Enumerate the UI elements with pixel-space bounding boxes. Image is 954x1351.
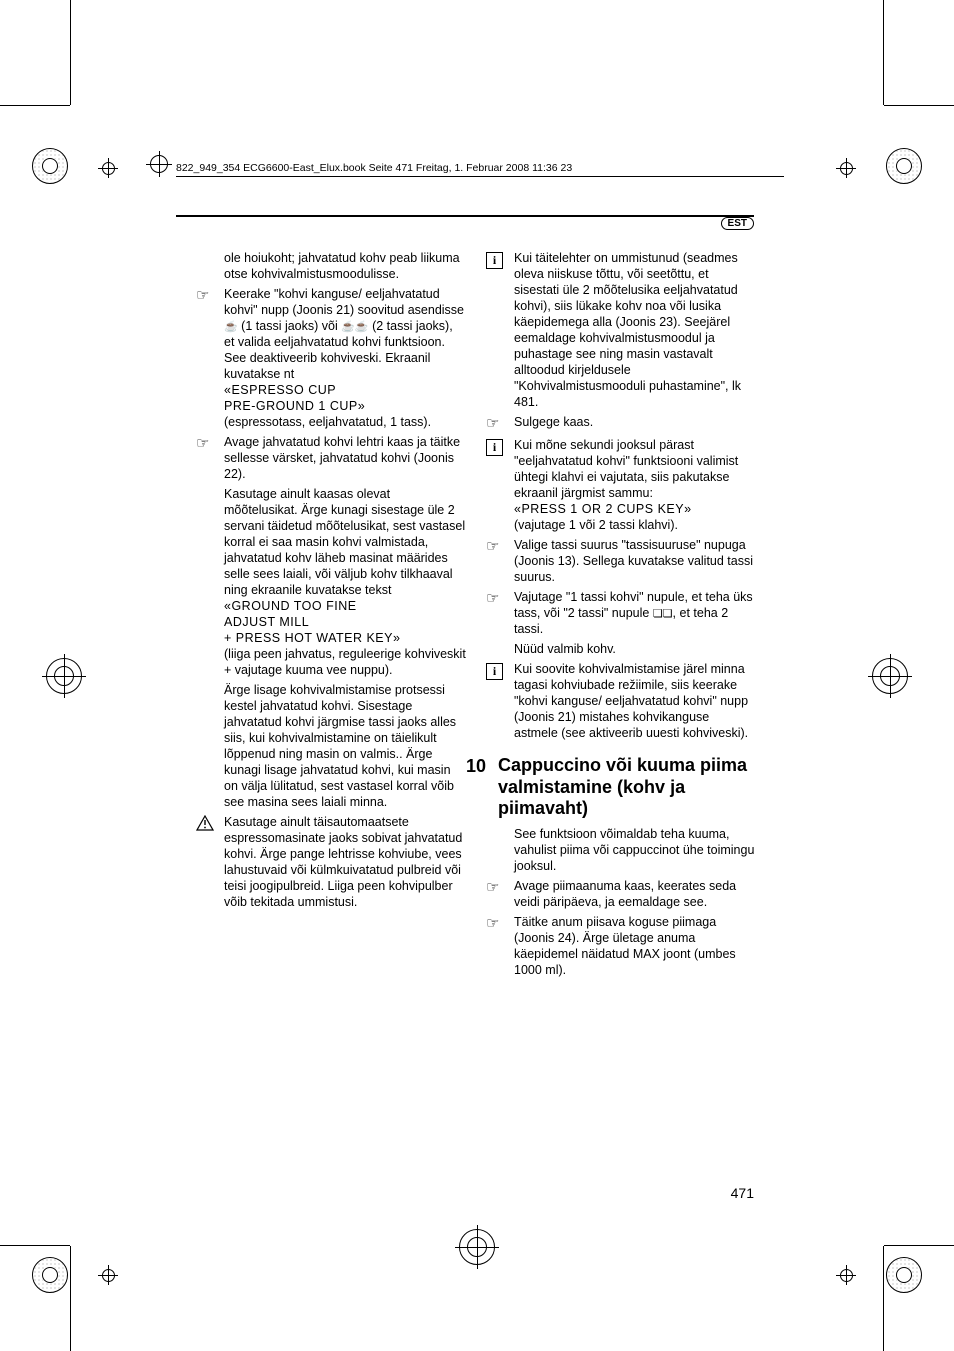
- body-text: Kasutage ainult täisautomaatsete espress…: [224, 814, 466, 910]
- crop-mark: [0, 105, 70, 106]
- body-text: Vajutage "1 tassi kohvi" nupule, et teha…: [514, 589, 756, 657]
- crop-mark: [70, 0, 71, 105]
- running-head: 822_949_354 ECG6600-East_Elux.book Seite…: [176, 162, 572, 174]
- body-text: Valige tassi suurus "tassisuuruse" nupug…: [514, 537, 756, 585]
- crop-mark: [883, 1246, 884, 1351]
- body-text: Kui mõne sekundi jooksul pärast "eeljahv…: [514, 437, 756, 533]
- registration-mark-small: [836, 158, 856, 178]
- body-text: Kasutage ainult kaasas olevat mõõtelusik…: [224, 486, 466, 678]
- right-column: i Kui täitelehter on ummistunud (seadmes…: [486, 250, 756, 982]
- language-badge: EST: [721, 217, 754, 230]
- section-heading: 10 Cappuccino või kuuma piima valmistami…: [486, 755, 756, 820]
- registration-mark-small: [98, 158, 118, 178]
- body-text: Avage jahvatatud kohvi lehtri kaas ja tä…: [224, 434, 466, 482]
- paragraph: i Kui mõne sekundi jooksul pärast "eelja…: [486, 437, 756, 533]
- registration-mark-small: [836, 1265, 856, 1285]
- crop-mark: [884, 1245, 954, 1246]
- header-ring-icon: [150, 155, 168, 173]
- info-icon: i: [486, 252, 503, 269]
- corner-target: [32, 1257, 68, 1293]
- content-columns: ole hoiukoht; jahvatatud kohv peab liiku…: [196, 250, 756, 982]
- paragraph: ☞ Avage piimaanuma kaas, keerates seda v…: [486, 878, 756, 910]
- body-text: Täitke anum piisava koguse piimaga (Joon…: [514, 914, 756, 978]
- header-rule: [176, 176, 784, 177]
- pointer-icon: ☞: [486, 590, 499, 607]
- crop-mark: [70, 1246, 71, 1351]
- top-rule: [176, 215, 754, 217]
- crop-mark: [0, 1245, 70, 1246]
- left-column: ole hoiukoht; jahvatatud kohv peab liiku…: [196, 250, 466, 982]
- pointer-icon: ☞: [486, 915, 499, 932]
- body-text: ole hoiukoht; jahvatatud kohv peab liiku…: [224, 250, 466, 282]
- page-number: 471: [731, 1185, 754, 1201]
- paragraph: ☞ Avage jahvatatud kohvi lehtri kaas ja …: [196, 434, 466, 482]
- one-cup-icon: ☕: [224, 321, 238, 333]
- paragraph: ☞ Valige tassi suurus "tassisuuruse" nup…: [486, 537, 756, 585]
- paragraph: ☞ Keerake "kohvi kanguse/ eeljahvatatud …: [196, 286, 466, 430]
- body-text: Ärge lisage kohvivalmistamise protsessi …: [224, 682, 466, 810]
- warning-icon: [196, 815, 214, 831]
- pointer-icon: ☞: [196, 435, 209, 452]
- paragraph: i Kui täitelehter on ummistunud (seadmes…: [486, 250, 756, 410]
- paragraph: ole hoiukoht; jahvatatud kohv peab liiku…: [196, 250, 466, 282]
- corner-target: [32, 148, 68, 184]
- info-icon: i: [486, 439, 503, 456]
- body-text: Kui soovite kohvivalmistamise järel minn…: [514, 661, 756, 741]
- registration-mark: [872, 658, 908, 694]
- info-icon: i: [486, 663, 503, 680]
- pointer-icon: ☞: [486, 538, 499, 555]
- pointer-icon: ☞: [486, 879, 499, 896]
- registration-mark: [459, 1229, 495, 1265]
- crop-mark: [884, 105, 954, 106]
- body-text: Sulgege kaas.: [514, 414, 756, 433]
- two-cup-icon: ❏❏: [653, 608, 673, 620]
- pointer-icon: ☞: [486, 415, 499, 432]
- crop-mark: [883, 0, 884, 105]
- body-text: See funktsioon võimaldab teha kuuma, vah…: [514, 826, 756, 874]
- registration-mark: [46, 658, 82, 694]
- paragraph: Kasutage ainult kaasas olevat mõõtelusik…: [196, 486, 466, 678]
- two-cup-icon: ☕☕: [341, 321, 368, 333]
- paragraph: ☞ Täitke anum piisava koguse piimaga (Jo…: [486, 914, 756, 978]
- body-text: Keerake "kohvi kanguse/ eeljahvatatud ko…: [224, 286, 466, 430]
- corner-target: [886, 148, 922, 184]
- paragraph: Ärge lisage kohvivalmistamise protsessi …: [196, 682, 466, 810]
- paragraph: i Kui soovite kohvivalmistamise järel mi…: [486, 661, 756, 741]
- corner-target: [886, 1257, 922, 1293]
- paragraph: ☞ Sulgege kaas.: [486, 414, 756, 433]
- paragraph: See funktsioon võimaldab teha kuuma, vah…: [486, 826, 756, 874]
- section-title: Cappuccino või kuuma piima valmistamine …: [498, 755, 756, 820]
- paragraph: ☞ Vajutage "1 tassi kohvi" nupule, et te…: [486, 589, 756, 657]
- pointer-icon: ☞: [196, 287, 209, 304]
- body-text: Avage piimaanuma kaas, keerates seda vei…: [514, 878, 756, 910]
- body-text: Kui täitelehter on ummistunud (seadmes o…: [514, 250, 756, 410]
- paragraph: Kasutage ainult täisautomaatsete espress…: [196, 814, 466, 910]
- page: 822_949_354 ECG6600-East_Elux.book Seite…: [0, 0, 954, 1351]
- registration-mark-small: [98, 1265, 118, 1285]
- section-number: 10: [450, 755, 498, 820]
